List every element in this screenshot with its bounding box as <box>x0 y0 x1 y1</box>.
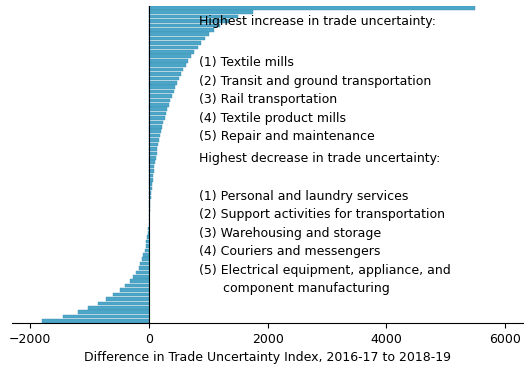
Bar <box>149 156 156 159</box>
Bar <box>149 138 159 142</box>
Bar <box>149 200 150 204</box>
Bar <box>149 147 157 151</box>
Bar <box>149 10 253 14</box>
Bar <box>149 77 179 80</box>
Bar <box>144 253 149 257</box>
Bar <box>149 81 177 85</box>
Bar <box>146 240 149 243</box>
Bar <box>138 266 149 270</box>
Bar <box>149 72 181 76</box>
Bar <box>125 284 149 287</box>
Bar <box>149 46 198 49</box>
Bar <box>89 306 149 310</box>
Bar <box>78 310 149 314</box>
Bar <box>149 59 188 63</box>
Bar <box>149 178 153 182</box>
Bar <box>130 279 149 283</box>
Bar <box>149 165 154 168</box>
Bar <box>149 169 154 173</box>
Text: Highest decrease in trade uncertainty:: Highest decrease in trade uncertainty: <box>199 152 440 165</box>
Bar <box>149 68 183 71</box>
Bar <box>149 94 172 98</box>
Bar <box>149 15 238 18</box>
Bar <box>149 37 205 40</box>
Bar <box>148 231 149 235</box>
X-axis label: Difference in Trade Uncertainty Index, 2016-17 to 2018-19: Difference in Trade Uncertainty Index, 2… <box>84 352 451 364</box>
Bar <box>63 315 149 318</box>
Bar <box>149 160 155 164</box>
Bar <box>149 191 151 195</box>
Bar <box>113 293 149 296</box>
Bar <box>149 174 153 177</box>
Bar <box>149 6 475 10</box>
Text: (1) Personal and laundry services
(2) Support activities for transportation
(3) : (1) Personal and laundry services (2) Su… <box>199 190 450 295</box>
Bar <box>42 319 149 323</box>
Bar <box>106 297 149 301</box>
Bar <box>149 50 194 54</box>
Bar <box>149 143 158 146</box>
Bar <box>149 98 170 102</box>
Bar <box>98 302 149 305</box>
Bar <box>133 275 149 279</box>
Bar <box>149 54 191 58</box>
Bar <box>149 112 166 115</box>
Bar <box>147 235 149 239</box>
Bar <box>149 28 214 31</box>
Bar <box>148 226 149 230</box>
Bar <box>149 19 229 23</box>
Bar <box>149 130 161 133</box>
Bar <box>149 90 173 93</box>
Bar <box>149 134 160 138</box>
Text: Highest increase in trade uncertainty:: Highest increase in trade uncertainty: <box>199 15 436 28</box>
Bar <box>149 85 175 89</box>
Bar <box>142 258 149 261</box>
Bar <box>149 33 209 36</box>
Text: (1) Textile mills
(2) Transit and ground transportation
(3) Rail transportation
: (1) Textile mills (2) Transit and ground… <box>199 56 431 143</box>
Bar <box>149 125 162 129</box>
Bar <box>149 196 151 199</box>
Bar <box>149 182 152 186</box>
Bar <box>149 41 201 45</box>
Bar <box>149 24 220 27</box>
Bar <box>149 152 157 155</box>
Bar <box>149 116 165 120</box>
Bar <box>149 121 163 124</box>
Bar <box>149 205 150 208</box>
Bar <box>149 103 169 107</box>
Bar <box>149 187 152 191</box>
Bar <box>140 262 149 265</box>
Bar <box>149 107 167 111</box>
Bar <box>136 270 149 274</box>
Bar <box>146 244 149 248</box>
Bar <box>149 63 185 67</box>
Bar <box>145 249 149 252</box>
Bar <box>120 288 149 292</box>
